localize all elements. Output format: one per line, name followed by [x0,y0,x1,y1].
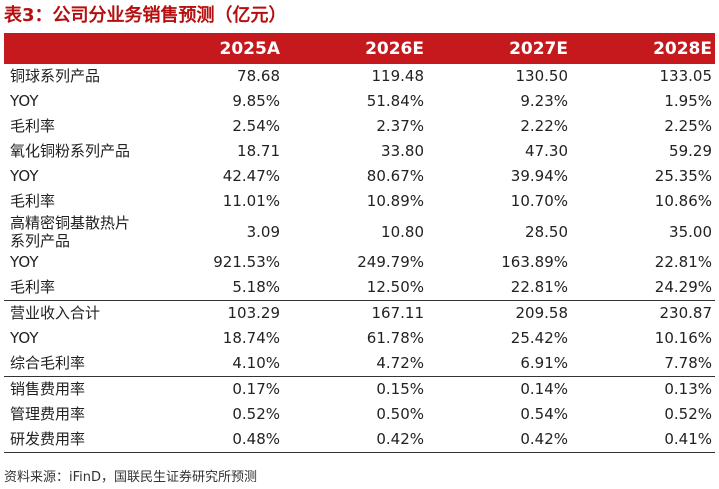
row-label: 铜球系列产品 [10,67,101,85]
cell-value: 230.87 [571,300,715,326]
cell-value: 25.35% [654,167,712,185]
cell-value: 10.16% [654,329,712,347]
cell-value: 209.58 [427,300,571,326]
cell-value: 0.54% [520,405,568,423]
row-label: 销售费用率 [4,376,139,402]
cell-value: 4.72% [376,354,424,372]
table-row: 氧化铜粉系列产品 18.71 33.80 47.30 59.29 [4,139,715,164]
cell-value: 249.79% [357,253,424,271]
table-row: YOY 921.53% 249.79% 163.89% 22.81% [4,250,715,275]
cell-value: 28.50 [525,222,568,241]
table-row: YOY 18.74% 61.78% 25.42% 10.16% [4,326,715,351]
cell-value: 0.42% [427,427,571,453]
table-row: 营业收入合计 103.29 167.11 209.58 230.87 [4,300,715,326]
cell-value: 10.80 [381,222,424,241]
cell-value: 25.42% [510,329,568,347]
table-row: 高精密铜基散热片系列产品 3.09 10.80 28.50 35.00 [4,214,715,250]
cell-value: 80.67% [366,167,424,185]
row-label: YOY [10,92,39,110]
cell-value: 0.15% [283,376,427,402]
sales-forecast-table: 2025A 2026E 2027E 2028E 铜球系列产品 78.68 119… [4,33,715,453]
table-row: 毛利率 2.54% 2.37% 2.22% 2.25% [4,114,715,139]
cell-value: 51.84% [366,92,424,110]
cell-value: 0.13% [571,376,715,402]
cell-value: 33.80 [381,142,424,160]
cell-value: 103.29 [139,300,283,326]
cell-value: 0.52% [232,405,280,423]
row-label: 毛利率 [10,192,56,210]
cell-value: 0.41% [571,427,715,453]
cell-value: 10.89% [366,192,424,210]
table-row: 铜球系列产品 78.68 119.48 130.50 133.05 [4,64,715,89]
row-label: 毛利率 [10,117,56,135]
cell-value: 11.01% [222,192,280,210]
cell-value: 0.17% [139,376,283,402]
cell-value: 9.85% [232,92,280,110]
cell-value: 2.22% [520,117,568,135]
cell-value: 18.74% [222,329,280,347]
cell-value: 9.23% [520,92,568,110]
cell-value: 59.29 [669,142,712,160]
cell-value: 130.50 [515,67,569,85]
cell-value: 119.48 [371,67,425,85]
cell-value: 1.95% [664,92,712,110]
cell-value: 35.00 [669,222,712,241]
cell-value: 4.10% [232,354,280,372]
table-row: 综合毛利率 4.10% 4.72% 6.91% 7.78% [4,351,715,377]
cell-value: 5.18% [232,278,280,296]
cell-value: 22.81% [654,253,712,271]
row-label: 高精密铜基散热片系列产品 [10,214,131,250]
header-cell-label [4,33,139,64]
cell-value: 0.50% [376,405,424,423]
row-label: YOY [10,329,39,347]
header-row: 2025A 2026E 2027E 2028E [4,33,715,64]
cell-value: 61.78% [366,329,424,347]
cell-value: 163.89% [501,253,568,271]
cell-value: 7.78% [664,354,712,372]
cell-value: 2.54% [232,117,280,135]
header-cell-2026e: 2026E [283,33,427,64]
cell-value: 0.48% [139,427,283,453]
row-label: YOY [10,253,39,271]
cell-value: 22.81% [510,278,568,296]
row-label: YOY [10,167,39,185]
row-label: 毛利率 [10,278,56,296]
cell-value: 2.37% [376,117,424,135]
cell-value: 133.05 [659,67,713,85]
cell-value: 78.68 [237,67,280,85]
header-cell-2028e: 2028E [571,33,715,64]
cell-value: 42.47% [222,167,280,185]
source-note: 资料来源：iFinD，国联民生证券研究所预测 [4,470,258,485]
cell-value: 47.30 [525,142,568,160]
table-row: 毛利率 11.01% 10.89% 10.70% 10.86% [4,189,715,214]
table-title: 表3：公司分业务销售预测（亿元） [4,5,287,26]
cell-value: 18.71 [237,142,280,160]
row-label: 研发费用率 [4,427,139,453]
cell-value: 0.52% [664,405,712,423]
cell-value: 2.25% [664,117,712,135]
cell-value: 39.94% [510,167,568,185]
cell-value: 10.70% [510,192,568,210]
header-cell-2027e: 2027E [427,33,571,64]
cell-value: 921.53% [213,253,280,271]
cell-value: 167.11 [283,300,427,326]
row-label: 氧化铜粉系列产品 [10,142,131,160]
table-row: 销售费用率 0.17% 0.15% 0.14% 0.13% [4,376,715,402]
cell-value: 0.42% [283,427,427,453]
table-row: 管理费用率 0.52% 0.50% 0.54% 0.52% [4,402,715,427]
cell-value: 0.14% [427,376,571,402]
table-row: 研发费用率 0.48% 0.42% 0.42% 0.41% [4,427,715,453]
header-cell-2025a: 2025A [139,33,283,64]
row-label: 营业收入合计 [4,300,139,326]
table-row: YOY 9.85% 51.84% 9.23% 1.95% [4,89,715,114]
row-label: 管理费用率 [10,405,86,423]
cell-value: 10.86% [654,192,712,210]
cell-value: 6.91% [520,354,568,372]
cell-value: 3.09 [246,222,280,241]
cell-value: 24.29% [654,278,712,296]
table-row: YOY 42.47% 80.67% 39.94% 25.35% [4,164,715,189]
cell-value: 12.50% [366,278,424,296]
row-label: 综合毛利率 [10,354,86,372]
table-row: 毛利率 5.18% 12.50% 22.81% 24.29% [4,275,715,301]
